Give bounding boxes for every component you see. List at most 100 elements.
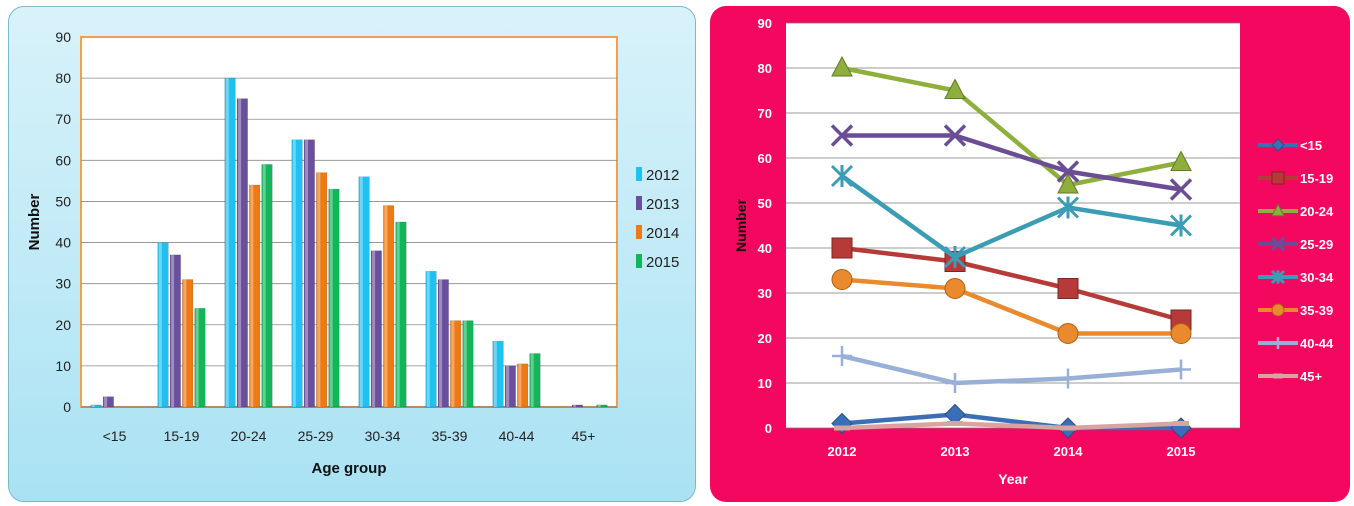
x-tick-label: 2014: [1054, 444, 1084, 459]
bar-highlight: [238, 98, 242, 408]
legend-label-40-44: 40-44: [1300, 336, 1334, 351]
y-tick-label: 10: [55, 358, 71, 374]
y-tick-label: 40: [758, 241, 772, 256]
bar-highlight: [439, 279, 443, 407]
y-axis-title: Number: [26, 194, 43, 251]
bar-highlight: [158, 242, 162, 407]
point-35-39-2012: [831, 269, 853, 290]
y-tick-label: 60: [758, 151, 772, 166]
legend-label-20-24: 20-24: [1300, 204, 1334, 219]
y-tick-label: 90: [758, 16, 772, 31]
bar-2014-30-34: [383, 205, 395, 408]
bar-2015-15-19: [194, 308, 206, 408]
x-tick-label: 25-29: [298, 428, 334, 444]
point-25-29-2013: [943, 124, 967, 147]
line-20-24: [841, 65, 1182, 188]
bar-2014-35-39: [450, 320, 462, 408]
bar-highlight: [530, 353, 534, 407]
bar-2015-25-29: [328, 188, 340, 408]
y-tick-label: 20: [758, 331, 772, 346]
x-tick-label: 30-34: [365, 428, 401, 444]
legend-marker-25-29: [1270, 236, 1286, 252]
bar-highlight: [396, 222, 400, 407]
point-20-24-2013: [944, 78, 966, 99]
point-35-39-2014: [1057, 323, 1079, 344]
legend-marker-lt15: [1271, 138, 1285, 152]
bar-2013-25-29: [303, 139, 315, 408]
legend-marker-30-34: [1270, 269, 1286, 285]
legend-label-2013: 2013: [646, 196, 679, 213]
bar-highlight: [171, 254, 175, 407]
bar-highlight: [104, 396, 108, 407]
legend-marker-20-24: [1271, 203, 1285, 217]
bar-2012-35-39: [425, 271, 437, 408]
bar-2012-40-44: [492, 340, 504, 408]
legend-marker-40-44: [1272, 337, 1284, 349]
legend: <15 15-19 20-24 25-29 30-34 35-39 40-44 45+: [1258, 138, 1334, 384]
bar-highlight: [597, 404, 601, 407]
point-40-44-2013: [945, 373, 965, 393]
y-tick-label: 30: [758, 286, 772, 301]
bar-chart-panel: 0 10 20 30 40 50 60 70 80 90 <15 15-19 20-24 25-29 30-…: [8, 6, 696, 502]
line-25-29: [842, 133, 1182, 192]
bar-highlight: [305, 139, 309, 407]
x-tick-label: 15-19: [164, 428, 200, 444]
bar-highlight: [225, 78, 229, 407]
x-tick-label: 2015: [1167, 444, 1196, 459]
bar-2013-20-24: [236, 98, 248, 408]
bar-2013-30-34: [370, 250, 382, 408]
bar-highlight: [91, 404, 95, 407]
bar-highlight: [250, 185, 254, 407]
legend: 2012 2013 2014 2015: [636, 167, 679, 271]
x-tick-label: 40-44: [499, 428, 535, 444]
legend-label-30-34: 30-34: [1300, 270, 1334, 285]
legend-marker-15-19: [1271, 171, 1285, 185]
point-30-34-2014: [1056, 196, 1080, 219]
bar-highlight: [372, 250, 376, 407]
legend-marker-35-39: [1271, 303, 1285, 317]
y-tick-label: 70: [758, 106, 772, 121]
bar-highlight: [451, 320, 455, 407]
x-axis-title: Age group: [312, 460, 387, 477]
bar-highlight: [463, 320, 467, 407]
point-25-29-2015: [1169, 178, 1193, 201]
bar-2012-15-19: [157, 242, 169, 408]
y-tick-label: 0: [765, 421, 772, 436]
y-tick-label: 80: [55, 70, 71, 86]
bar-2013-15-19: [169, 254, 181, 408]
bar-highlight: [573, 404, 577, 407]
y-axis-title: Number: [733, 199, 749, 252]
bar-2015-45plus: [596, 404, 608, 408]
bar-2014-15-19: [182, 279, 194, 408]
line-chart: 0 10 20 30 40 50 60 70 80 90 2012 2013 2014 2015 Year N…: [733, 16, 1334, 487]
bar-chart: 0 10 20 30 40 50 60 70 80 90 <15 15-19 20-24 25-29 30-…: [26, 29, 679, 477]
series-25-29: [830, 124, 1193, 201]
bar-highlight: [506, 365, 510, 407]
legend-swatch-2012: [636, 167, 642, 181]
bar-2013-40-44: [504, 365, 516, 408]
line-40-44: [841, 353, 1182, 386]
y-tick-label: 30: [55, 276, 71, 292]
legend-label-2014: 2014: [646, 225, 679, 242]
legend-marker-45plus: [1273, 373, 1283, 379]
bar-2012-25-29: [291, 139, 303, 408]
legend-label-2015: 2015: [646, 254, 679, 271]
y-tick-label: 20: [55, 317, 71, 333]
point-30-34-2015: [1169, 214, 1193, 237]
point-30-34-2012: [830, 164, 854, 188]
point-40-44-2012: [832, 346, 852, 366]
legend-swatch-2014: [636, 225, 642, 239]
line-35-39: [841, 277, 1181, 336]
x-tick-label: 45+: [572, 428, 596, 444]
bar-2012-lt15: [90, 404, 102, 408]
y-tick-label: 40: [55, 235, 71, 251]
x-tick-label: 2012: [828, 444, 857, 459]
y-tick-label: 50: [55, 193, 71, 209]
legend-swatch-2013: [636, 196, 642, 210]
line-chart-panel: 0 10 20 30 40 50 60 70 80 90 2012 2013 2014 2015 Year N…: [710, 6, 1350, 502]
y-tick-label: 60: [55, 152, 71, 168]
legend-label-25-29: 25-29: [1300, 237, 1333, 252]
bar-2015-40-44: [529, 353, 541, 408]
line-15-19: [841, 245, 1182, 323]
point-30-34-2013: [943, 245, 967, 269]
